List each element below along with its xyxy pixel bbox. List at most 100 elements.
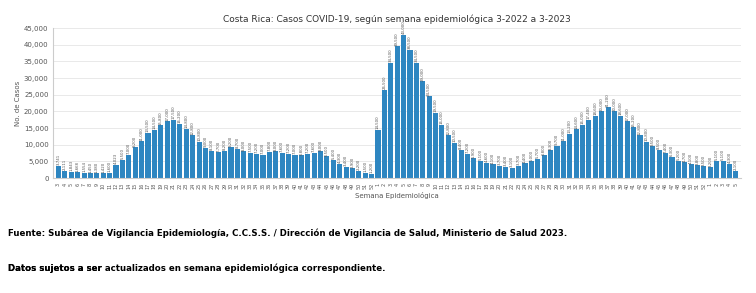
Bar	[676, 161, 681, 178]
Bar	[267, 152, 272, 178]
Bar	[113, 165, 119, 178]
Bar	[184, 129, 189, 178]
Text: 15,800: 15,800	[159, 111, 163, 125]
Bar	[420, 81, 426, 178]
Text: 15,200: 15,200	[632, 113, 636, 127]
Bar	[529, 161, 534, 178]
Bar	[702, 166, 707, 178]
Bar	[203, 148, 208, 178]
Bar	[459, 150, 463, 178]
Text: 6,800: 6,800	[542, 144, 546, 155]
Text: 5,900: 5,900	[472, 146, 476, 158]
Bar	[350, 168, 355, 178]
Text: 2,111: 2,111	[63, 159, 67, 170]
Bar	[94, 173, 99, 178]
Bar	[414, 63, 419, 178]
Text: 1,200: 1,200	[370, 162, 373, 173]
Bar	[580, 125, 585, 178]
Bar	[484, 163, 489, 178]
Text: 7,500: 7,500	[248, 141, 253, 152]
Text: 1,500: 1,500	[363, 161, 367, 172]
Text: 8,000: 8,000	[242, 139, 246, 151]
Text: 7,000: 7,000	[261, 143, 265, 154]
Bar	[516, 166, 521, 178]
Text: 16,200: 16,200	[178, 110, 182, 123]
Bar	[471, 158, 476, 178]
Text: 9,500: 9,500	[651, 134, 655, 146]
Bar	[663, 153, 668, 178]
Bar	[439, 125, 445, 178]
Text: 6,800: 6,800	[299, 144, 303, 155]
Text: 7,000: 7,000	[127, 143, 131, 154]
Text: 1,668: 1,668	[76, 161, 79, 172]
Text: 10,500: 10,500	[453, 129, 457, 142]
Bar	[191, 135, 195, 178]
Text: 3,700: 3,700	[497, 154, 501, 165]
Text: 14,800: 14,800	[184, 114, 188, 128]
Text: 8,000: 8,000	[274, 139, 277, 151]
Bar	[318, 151, 323, 178]
Bar	[389, 63, 393, 178]
Text: 38,500: 38,500	[408, 35, 412, 49]
Bar	[695, 165, 700, 178]
Text: 18,600: 18,600	[593, 102, 597, 115]
Bar	[305, 154, 310, 178]
Bar	[197, 142, 202, 178]
Text: 8,700: 8,700	[235, 137, 240, 148]
Bar	[293, 155, 298, 178]
Text: 9,200: 9,200	[133, 135, 137, 147]
Bar	[733, 171, 739, 178]
Bar	[254, 154, 259, 178]
Text: 26,500: 26,500	[383, 76, 386, 89]
Bar	[689, 164, 694, 178]
Bar	[299, 155, 304, 178]
Bar	[401, 35, 406, 178]
Text: 3,400: 3,400	[344, 155, 348, 166]
Bar	[145, 133, 150, 178]
Text: 11,000: 11,000	[562, 127, 565, 141]
Bar	[376, 130, 380, 178]
Text: 8,300: 8,300	[549, 138, 553, 150]
Text: 9,200: 9,200	[229, 135, 233, 147]
Bar	[503, 167, 508, 178]
Text: 5,200: 5,200	[677, 149, 680, 160]
Text: 5,100: 5,100	[721, 149, 725, 160]
Bar	[363, 173, 368, 178]
Bar	[535, 159, 541, 178]
Bar	[215, 152, 221, 178]
Text: 12,800: 12,800	[446, 121, 451, 135]
Bar	[286, 154, 291, 178]
Text: 1,843: 1,843	[70, 160, 73, 171]
Text: 24,500: 24,500	[427, 82, 431, 96]
Text: 17,400: 17,400	[587, 105, 591, 119]
Bar	[75, 173, 80, 178]
Bar	[209, 151, 215, 178]
Bar	[120, 160, 125, 178]
Text: 1,380: 1,380	[94, 161, 99, 173]
Text: 8,200: 8,200	[223, 139, 227, 150]
Text: 4,600: 4,600	[485, 151, 488, 162]
Text: 16,000: 16,000	[440, 110, 444, 124]
Bar	[612, 111, 617, 178]
Text: 20,000: 20,000	[612, 97, 616, 111]
Bar	[574, 129, 578, 178]
Text: Fuente: Subárea de Vigilancia Epidemiología, C.C.S.S. / Dirección de Vigilancia : Fuente: Subárea de Vigilancia Epidemiolo…	[8, 229, 567, 238]
Bar	[62, 171, 67, 178]
Text: 1,420: 1,420	[101, 161, 105, 173]
Text: 14,500: 14,500	[153, 115, 156, 129]
Text: 7,600: 7,600	[312, 141, 316, 152]
Bar	[606, 107, 611, 178]
Text: 8,400: 8,400	[459, 138, 463, 149]
Bar	[426, 96, 432, 178]
Text: 18,600: 18,600	[619, 102, 623, 115]
Bar	[69, 172, 74, 178]
Bar	[561, 141, 566, 178]
Bar	[165, 121, 169, 178]
Text: 5,000: 5,000	[529, 149, 534, 161]
Bar	[554, 146, 559, 178]
Text: 10,800: 10,800	[197, 127, 201, 141]
Text: 4,100: 4,100	[491, 152, 495, 164]
Bar	[510, 168, 515, 178]
Text: 6,500: 6,500	[325, 145, 329, 156]
Bar	[478, 161, 483, 178]
